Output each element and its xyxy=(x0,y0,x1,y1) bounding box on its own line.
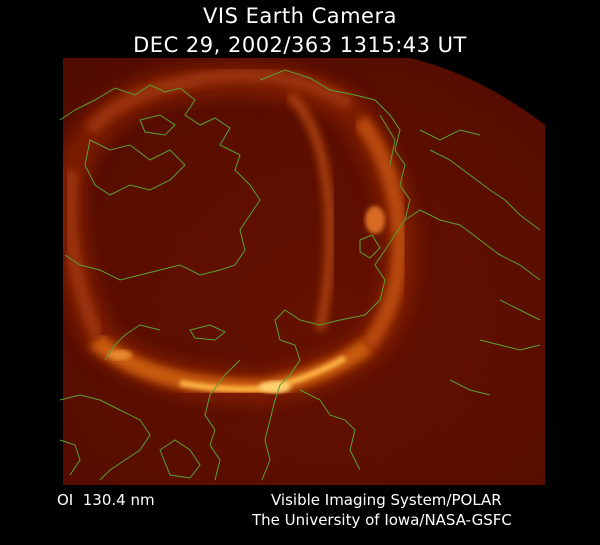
credit-line-2: The University of Iowa/NASA-GSFC xyxy=(252,511,512,529)
image-timestamp: DEC 29, 2002/363 1315:43 UT xyxy=(133,33,467,57)
credit-line-1: Visible Imaging System/POLAR xyxy=(271,491,502,509)
aurora-oval xyxy=(63,63,418,406)
filter-label: OI 130.4 nm xyxy=(57,491,155,509)
image-title: VIS Earth Camera xyxy=(203,4,397,28)
coastline-overlay xyxy=(59,69,541,481)
